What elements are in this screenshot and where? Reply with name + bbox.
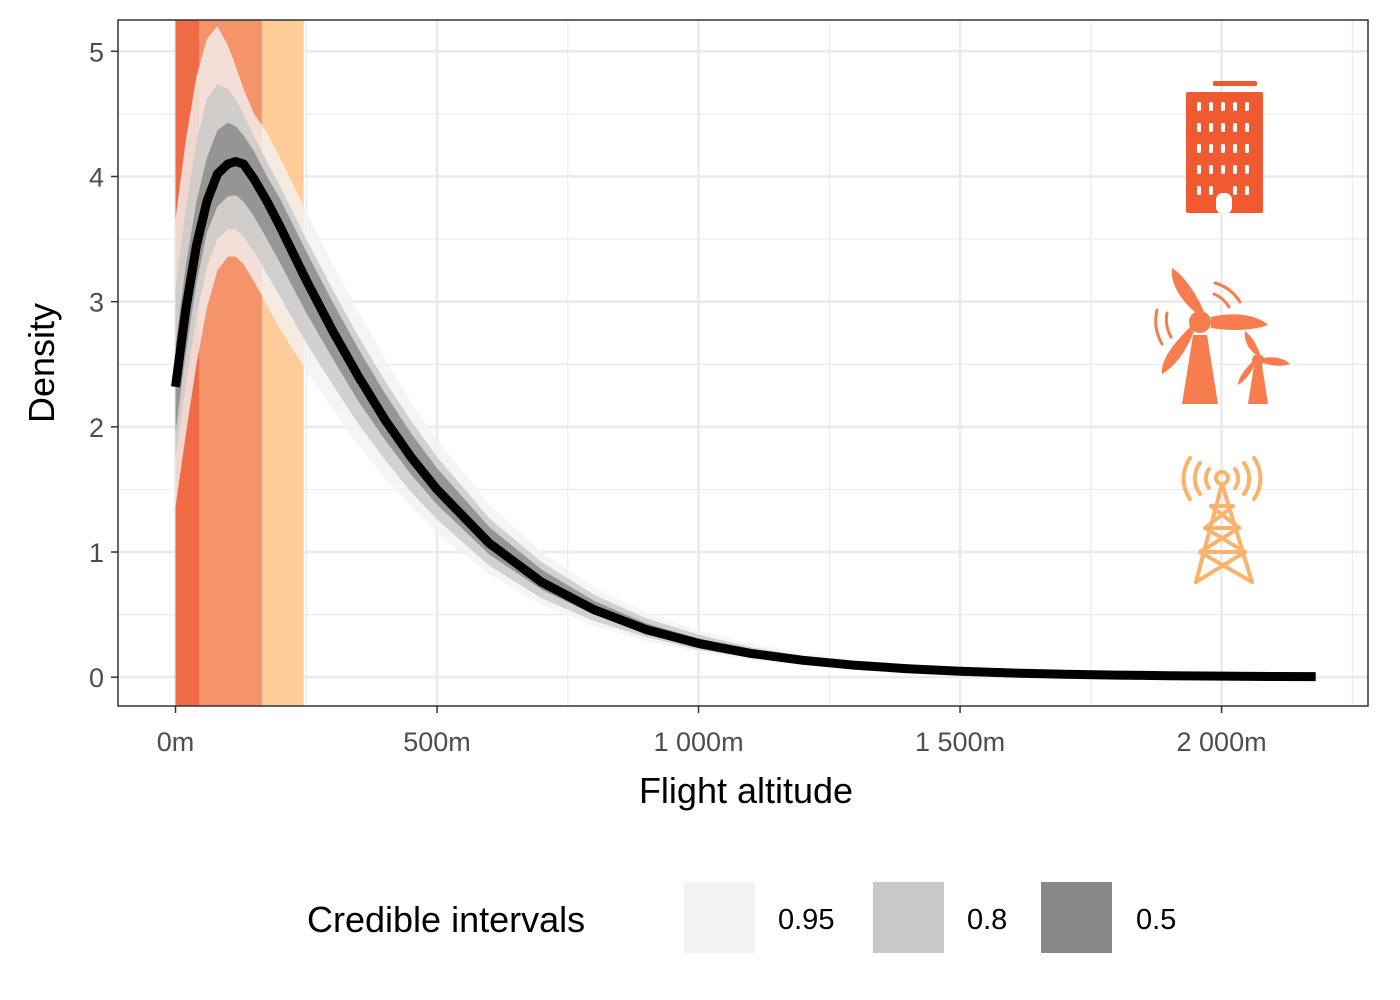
ribbon-0.8 [175, 83, 1316, 677]
y-tick-label: 0 [89, 663, 104, 693]
legend-label-0.5: 0.5 [1136, 904, 1176, 936]
building-icon [1186, 81, 1263, 214]
radio-tower-icon [1181, 456, 1263, 584]
x-tick-label: 500m [403, 727, 471, 757]
x-tick-label: 2 000m [1177, 727, 1267, 757]
legend-key-0.8 [873, 882, 944, 953]
wind-turbine-icon [1154, 268, 1290, 404]
legend-label-0.95: 0.95 [778, 904, 834, 936]
y-tick-label: 5 [89, 37, 104, 67]
y-tick-label: 3 [89, 288, 104, 318]
y-tick-label: 4 [89, 162, 104, 192]
x-tick-label: 0m [157, 727, 195, 757]
x-tick-label: 1 500m [915, 727, 1005, 757]
legend-label-0.8: 0.8 [967, 904, 1007, 936]
legend-title: Credible intervals [307, 899, 585, 940]
y-axis-title: Density [21, 303, 62, 423]
median-line [171, 157, 1316, 682]
x-axis: 0m 500m 1 000m 1 500m 2 000m [157, 706, 1267, 757]
y-tick-label: 1 [89, 538, 104, 568]
y-tick-label: 2 [89, 413, 104, 443]
median-layer [171, 157, 1316, 682]
legend-key-0.95 [684, 882, 755, 953]
panel-border [117, 19, 1369, 707]
legend-key-0.5 [1041, 882, 1112, 953]
x-axis-title: Flight altitude [639, 770, 853, 811]
x-tick-label: 1 000m [654, 727, 744, 757]
y-axis: 0 1 2 3 4 5 [89, 37, 118, 693]
legend: Credible intervals 0.95 0.8 0.5 [307, 882, 1176, 953]
